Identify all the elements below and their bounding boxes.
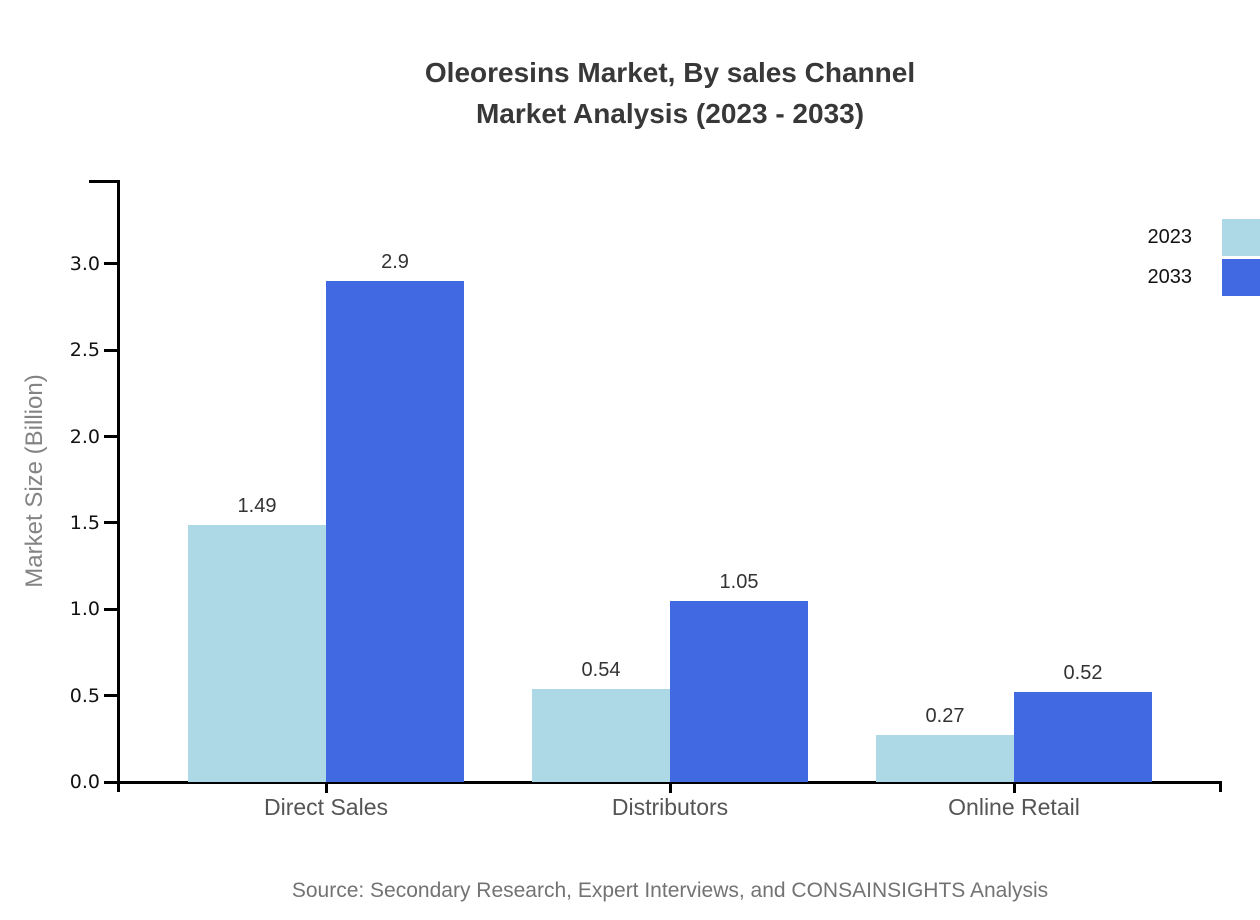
x-axis-right-cap: [1219, 781, 1222, 792]
x-tick: [1012, 784, 1016, 793]
bar-value-label: 0.54: [581, 658, 621, 681]
y-tick: [104, 435, 118, 439]
x-tick: [324, 784, 328, 793]
bar-value-label: 1.49: [237, 494, 277, 517]
chart-title: Oleoresins Market, By sales Channel Mark…: [425, 52, 915, 134]
x-category-label-direct-sales: Direct Sales: [264, 794, 388, 820]
y-tick: [104, 521, 118, 525]
x-axis-line: [110, 781, 1222, 784]
y-tick-label: 2.5: [69, 339, 100, 362]
x-category-label-online-retail: Online Retail: [948, 794, 1080, 820]
y-tick-label: 1.0: [69, 598, 100, 621]
y-axis-title: Market Size (Billion): [21, 374, 48, 588]
bar-value-label: 0.27: [925, 705, 965, 728]
y-axis-top-cap: [89, 180, 120, 183]
legend-label-2033: 2033: [1147, 266, 1193, 288]
y-tick-label: 2.0: [69, 425, 100, 448]
bar-value-label: 1.05: [719, 570, 759, 593]
legend-label-2023: 2023: [1147, 226, 1193, 248]
bar-2033-distributors: [670, 600, 808, 782]
bar-2033-online-retail: [1014, 692, 1152, 782]
bar-2023-direct-sales: [188, 524, 326, 782]
legend-swatch-2023: [1222, 219, 1260, 256]
y-tick: [104, 694, 118, 698]
y-tick-label: 3.0: [69, 252, 100, 275]
bar-value-label: 2.9: [381, 251, 409, 274]
bar-2033-direct-sales: [326, 281, 464, 782]
y-tick: [104, 607, 118, 611]
y-tick: [104, 348, 118, 352]
x-category-label-distributors: Distributors: [611, 794, 729, 820]
bar-2023-distributors: [532, 688, 670, 782]
y-tick-label: 1.5: [69, 511, 100, 534]
chart-title-line2: Market Analysis (2023 - 2033): [475, 98, 865, 129]
y-tick: [104, 262, 118, 266]
y-tick-label: 0.5: [69, 684, 100, 707]
bar-2023-online-retail: [876, 735, 1014, 782]
chart-title-line1: Oleoresins Market, By sales Channel: [424, 57, 916, 88]
bar-value-label: 0.52: [1063, 662, 1103, 685]
legend-swatch-2033: [1222, 259, 1260, 296]
x-tick: [668, 784, 672, 793]
y-axis-line: [117, 180, 120, 792]
y-tick-label: 0.0: [69, 771, 100, 793]
source-note: Source: Secondary Research, Expert Inter…: [291, 879, 1049, 902]
y-tick: [104, 780, 118, 784]
